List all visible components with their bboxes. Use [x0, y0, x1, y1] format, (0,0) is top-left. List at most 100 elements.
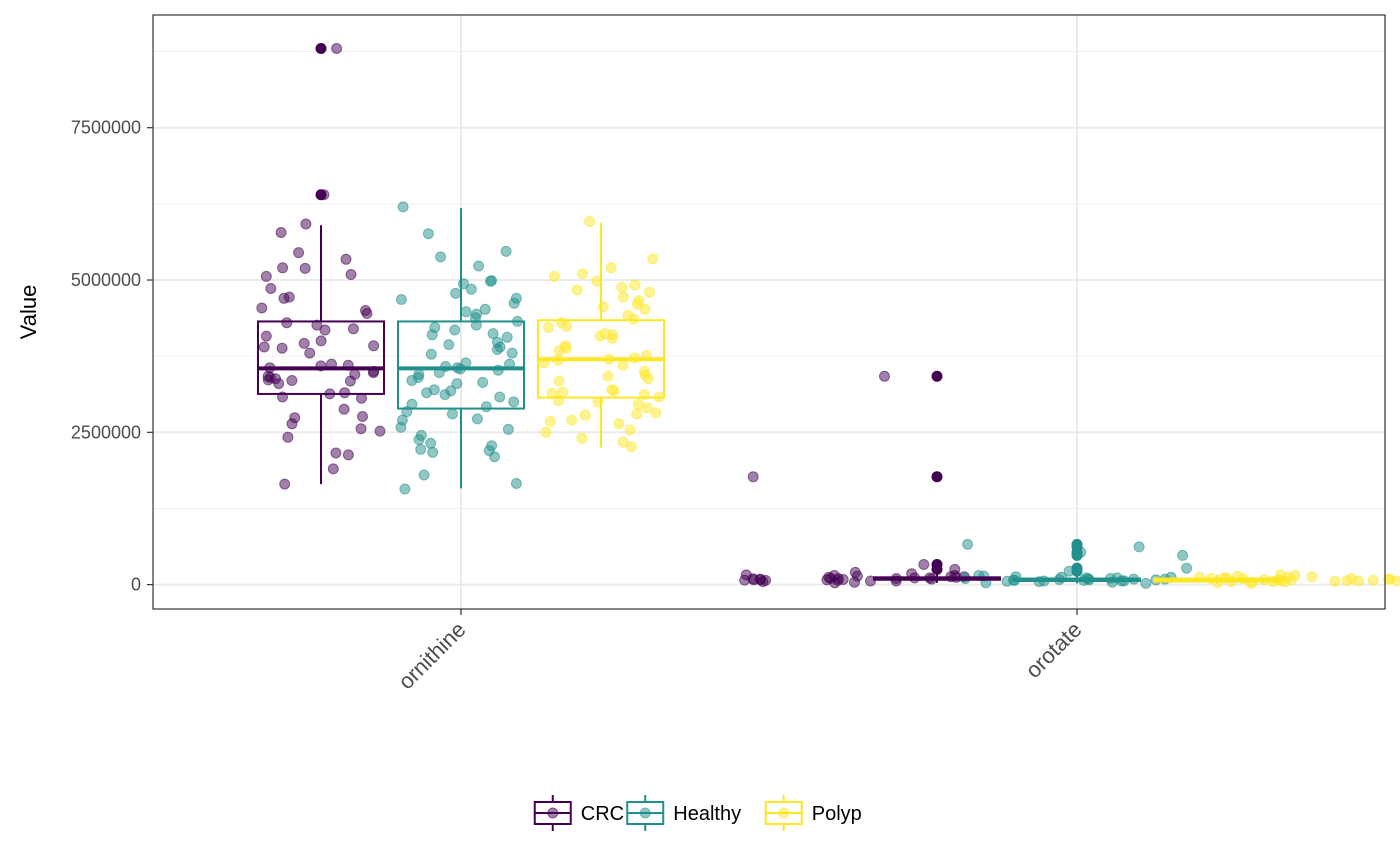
outlier-point — [931, 559, 943, 571]
data-point — [357, 411, 368, 422]
data-point — [506, 347, 518, 359]
data-point — [421, 387, 433, 399]
data-point — [613, 418, 625, 430]
data-point — [1001, 575, 1013, 587]
data-point — [339, 387, 351, 399]
box-healthy-ornithine — [397, 208, 525, 489]
plot-background — [153, 15, 1385, 609]
data-point — [480, 401, 492, 413]
data-point — [576, 432, 588, 444]
data-point — [450, 287, 462, 299]
jitter-points — [256, 43, 1400, 589]
data-point — [641, 402, 653, 414]
data-point — [739, 574, 751, 586]
data-point — [608, 385, 620, 397]
data-point — [1306, 571, 1318, 583]
data-point — [577, 268, 588, 280]
data-point — [491, 344, 503, 355]
data-point — [277, 262, 289, 274]
data-point — [300, 218, 312, 230]
data-point — [624, 424, 636, 436]
data-point — [1140, 577, 1152, 589]
data-point — [471, 413, 483, 425]
data-point — [1346, 573, 1358, 584]
data-point — [451, 378, 463, 390]
data-point — [566, 414, 578, 426]
data-point — [549, 270, 560, 282]
data-point — [1391, 575, 1400, 587]
data-point — [299, 262, 311, 274]
data-point — [631, 408, 643, 420]
data-point — [330, 447, 342, 459]
data-point — [374, 425, 386, 437]
data-point — [281, 317, 293, 329]
data-point — [642, 373, 654, 385]
data-point — [629, 279, 641, 291]
data-point — [508, 396, 520, 408]
data-point — [1279, 576, 1291, 588]
y-tick-label: 0 — [131, 575, 141, 595]
data-point — [501, 331, 513, 343]
outlier-point — [931, 370, 943, 382]
plot-border — [152, 14, 1386, 610]
data-point — [553, 375, 565, 387]
y-axis-ticks: 0 2500000 5000000 7500000 — [71, 118, 153, 595]
data-point — [508, 297, 520, 309]
data-point — [399, 483, 411, 495]
data-point — [1329, 575, 1341, 587]
data-point — [617, 359, 629, 371]
data-point — [422, 228, 434, 240]
data-point — [355, 423, 367, 435]
data-point — [293, 247, 305, 259]
data-point — [275, 227, 287, 238]
data-point — [258, 341, 270, 353]
data-point — [279, 478, 291, 490]
box-body — [397, 320, 525, 410]
outlier-point — [1071, 538, 1083, 550]
x-tick-label: orotate — [1020, 617, 1086, 683]
data-point — [278, 292, 290, 304]
legend-label: Healthy — [673, 803, 741, 825]
data-point — [644, 286, 655, 298]
data-point — [342, 449, 354, 461]
data-point — [439, 389, 451, 401]
box-body — [257, 320, 385, 395]
data-point — [543, 322, 554, 333]
box-crc-orotate — [873, 370, 1001, 583]
data-point — [449, 324, 461, 336]
data-point — [460, 306, 472, 318]
data-point — [413, 434, 425, 446]
box-crc-ornithine — [257, 43, 385, 485]
data-point — [832, 573, 844, 584]
y-tick-label: 5000000 — [71, 270, 141, 290]
data-point — [602, 370, 614, 382]
data-point — [1181, 562, 1193, 574]
data-point — [273, 378, 285, 390]
outlier-point — [931, 471, 943, 483]
legend-key-point — [778, 807, 790, 819]
data-point — [650, 407, 662, 419]
legend-key-point — [639, 807, 651, 819]
data-point — [579, 409, 591, 421]
y-axis-title: Value — [16, 285, 41, 340]
data-point — [500, 245, 512, 257]
data-point — [286, 418, 298, 430]
outlier-point — [1071, 562, 1083, 574]
data-point — [260, 270, 272, 282]
x-axis-ticks: ornithine orotate — [393, 609, 1087, 694]
data-point — [327, 463, 339, 475]
data-point — [338, 403, 350, 415]
data-point — [1367, 574, 1379, 586]
box-polyp-orotate — [1153, 574, 1281, 584]
outlier-point — [315, 189, 327, 201]
data-point — [821, 574, 833, 586]
legend-item-crc: CRC — [533, 795, 624, 831]
data-point — [605, 262, 617, 274]
data-point — [340, 253, 352, 265]
data-point — [345, 269, 357, 280]
data-point — [477, 376, 489, 388]
data-point — [282, 431, 294, 443]
data-point — [315, 335, 327, 347]
y-tick-label: 7500000 — [71, 118, 141, 138]
